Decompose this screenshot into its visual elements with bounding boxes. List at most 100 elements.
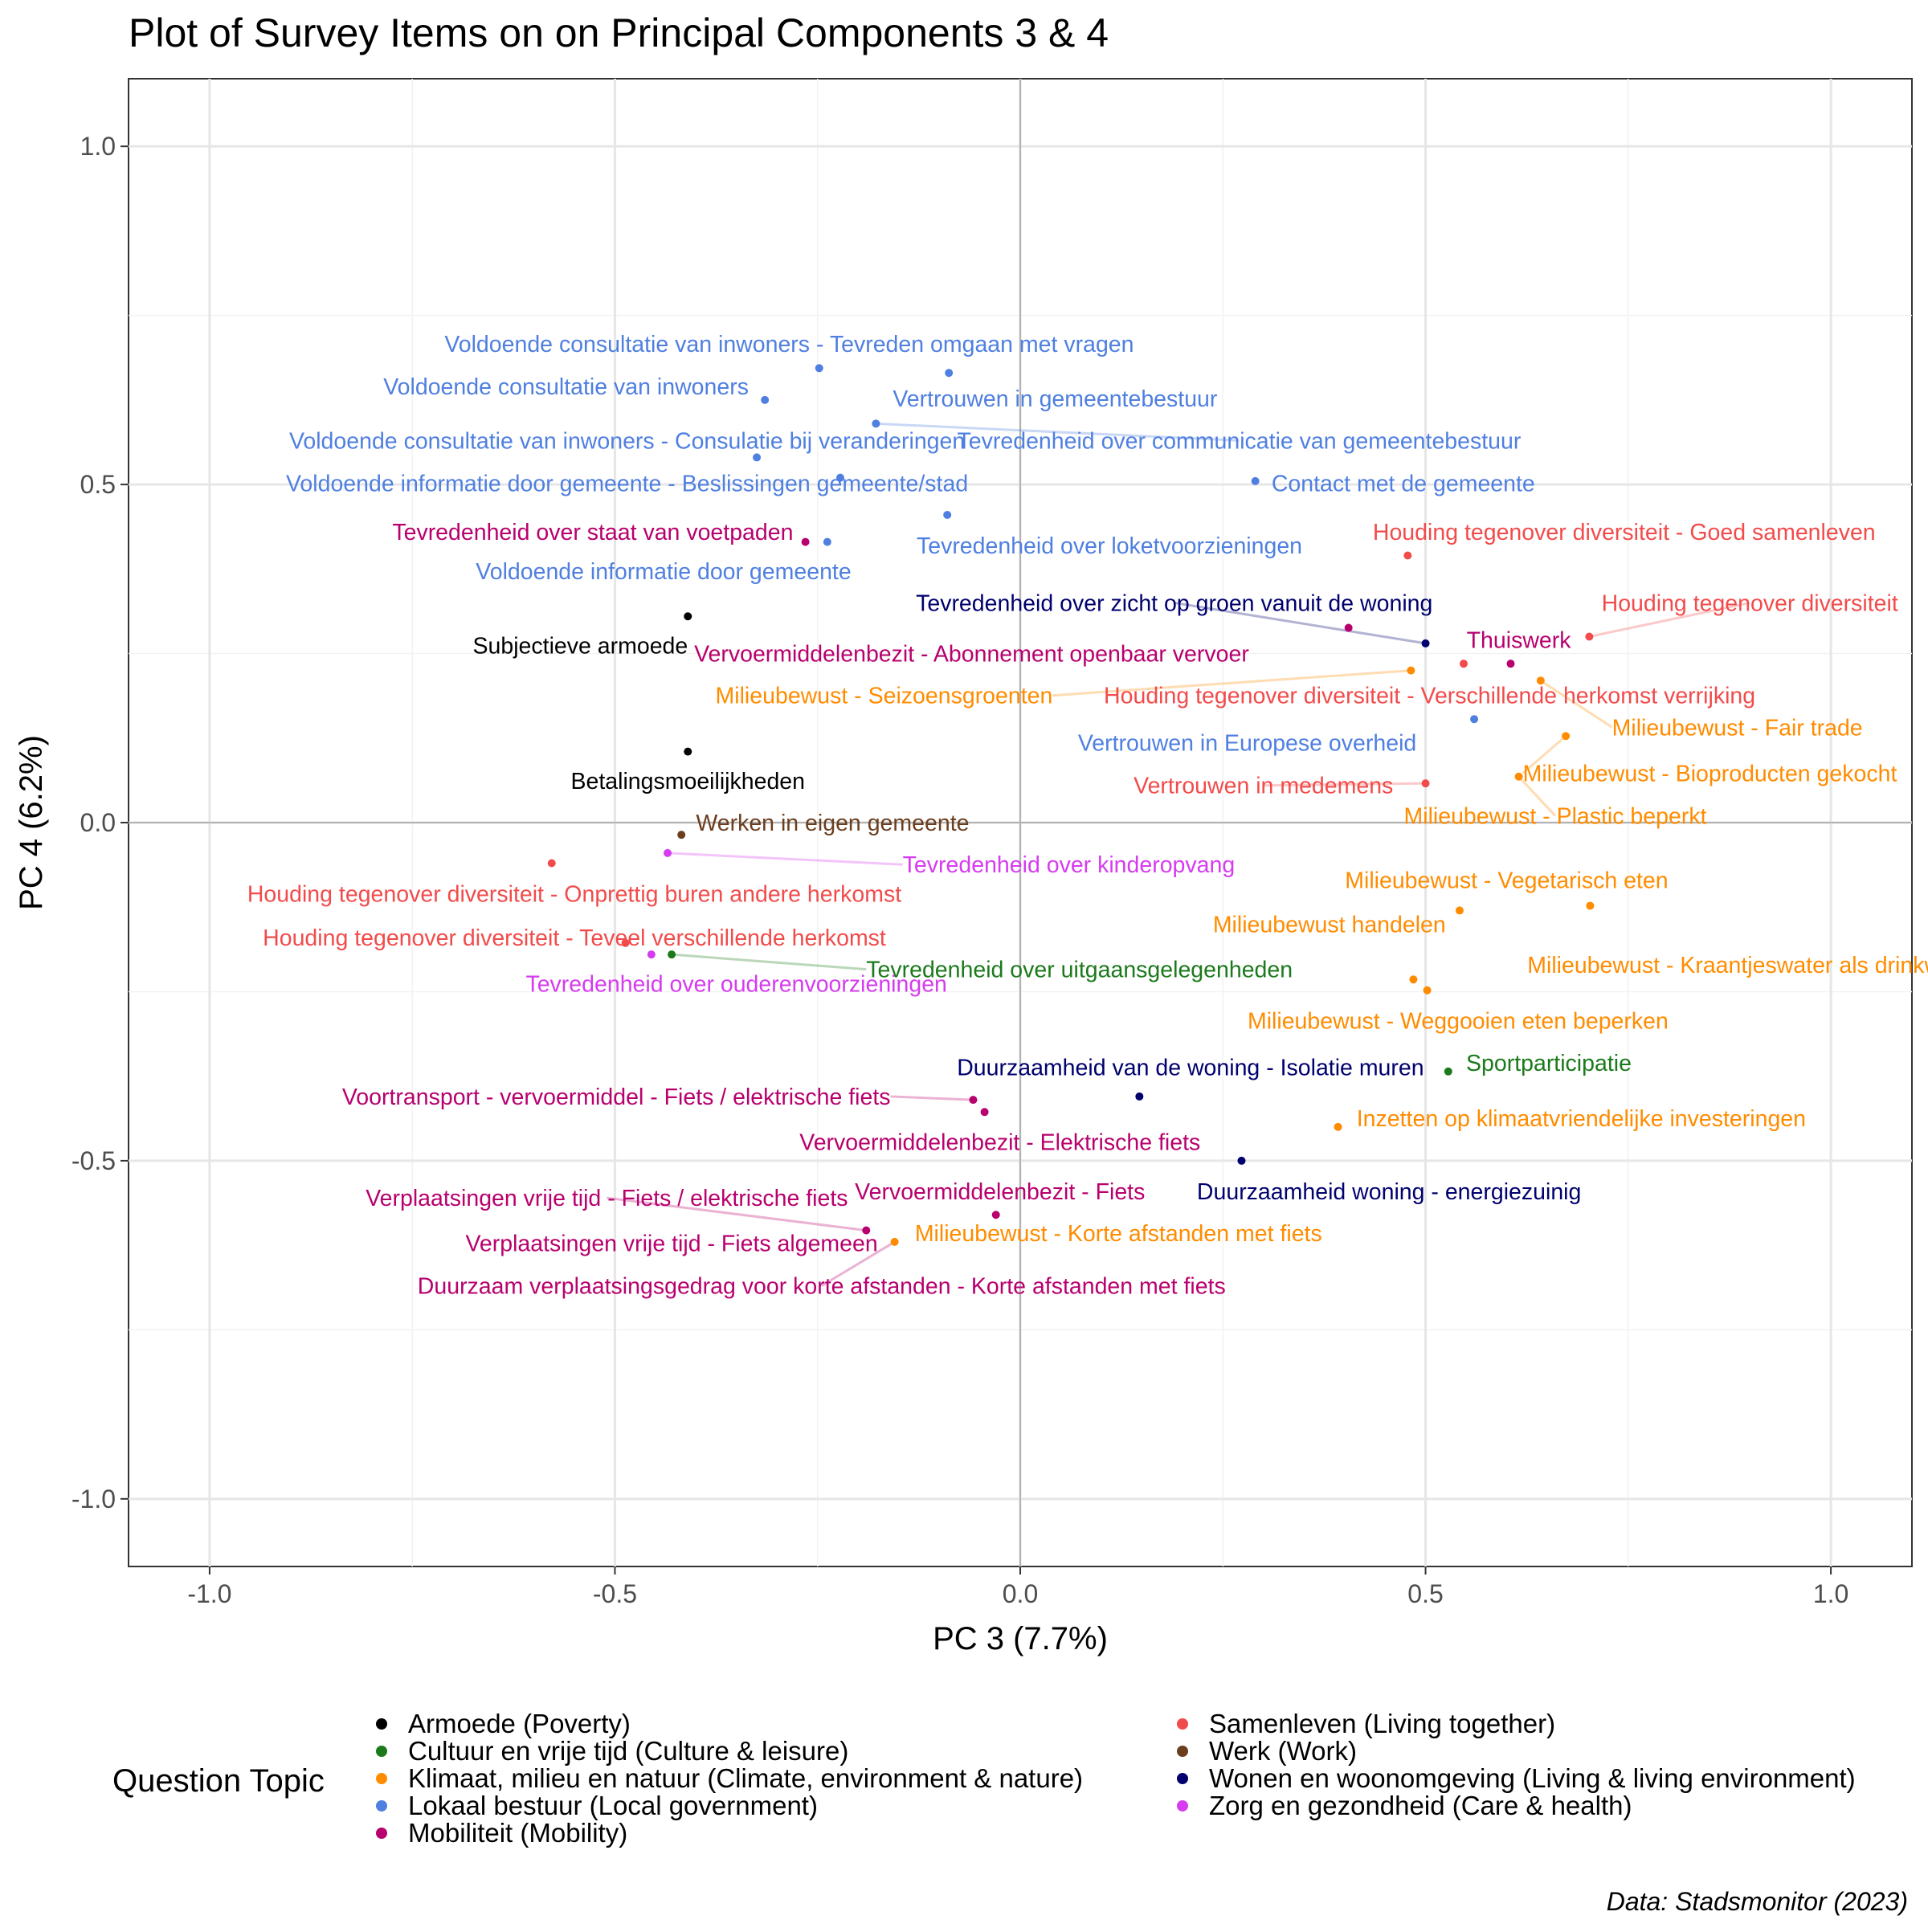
axes: -1.0 -0.5 0.0 0.5 1.0 1.0 0.5 0.0 -0.5 -1.0	[71, 79, 1912, 1608]
data-point	[1586, 901, 1595, 910]
point-label: Voldoende consultatie van inwoners	[383, 374, 749, 400]
data-point	[1407, 666, 1415, 675]
data-point	[969, 1096, 978, 1105]
label-leader-line	[1589, 601, 1750, 638]
data-point	[823, 537, 831, 546]
point-label: Milieubewust handelen	[1213, 912, 1446, 937]
data-point	[1562, 732, 1571, 741]
legend-key	[1177, 1800, 1188, 1812]
legend: Question Topic Armoede (Poverty)Cultuur …	[112, 1709, 1856, 1848]
data-point	[1237, 1156, 1246, 1165]
point-label: Milieubewust - Vegetarisch eten	[1345, 868, 1668, 894]
label-leader-line	[1052, 669, 1411, 697]
data-point	[1585, 632, 1594, 641]
point-label: Duurzaamheid woning - energiezuinig	[1197, 1179, 1581, 1205]
data-point	[890, 1237, 899, 1246]
point-label: Houding tegenover diversiteit - Onpretti…	[247, 881, 901, 907]
point-label: Tevredenheid over uitgaansgelegenheden	[866, 958, 1293, 983]
legend-label: Mobiliteit (Mobility)	[408, 1818, 627, 1848]
legend-title: Question Topic	[112, 1763, 325, 1799]
point-label: Inzetten op klimaatvriendelijke invester…	[1357, 1106, 1806, 1132]
point-label: Milieubewust - Bioproducten gekocht	[1523, 762, 1897, 787]
point-label: Verplaatsingen vrije tijd - Fiets algeme…	[465, 1231, 877, 1257]
point-label: Duurzaamheid van de woning - Isolatie mu…	[957, 1056, 1424, 1081]
data-point	[1459, 660, 1468, 668]
point-label: Tevredenheid over loketvoorzieningen	[917, 533, 1302, 559]
data-point	[664, 848, 672, 857]
y-tick-label: -0.5	[71, 1146, 116, 1175]
data-point	[753, 453, 762, 462]
data-point	[547, 859, 556, 868]
label-leader-line	[820, 1240, 896, 1287]
x-tick-label: -1.0	[187, 1579, 231, 1608]
data-point	[1536, 676, 1545, 685]
data-point	[1421, 779, 1430, 788]
y-tick-label: 1.0	[80, 132, 116, 161]
point-label: Sportparticipatie	[1466, 1051, 1632, 1076]
data-point	[1455, 906, 1464, 915]
data-point	[621, 938, 630, 947]
data-point	[991, 1211, 1000, 1219]
point-label: Tevredenheid over zicht op groen vanuit …	[916, 590, 1432, 616]
label-leader-line	[1522, 735, 1567, 774]
data-point	[945, 369, 954, 378]
label-leader-line	[1517, 775, 1557, 817]
legend-key	[1177, 1746, 1188, 1757]
point-label: Vertrouwen in medemens	[1134, 774, 1393, 799]
x-axis-title: PC 3 (7.7%)	[933, 1621, 1108, 1656]
point-label: Tevredenheid over ouderenvoorzieningen	[525, 971, 946, 997]
point-label: Milieubewust - Weggooien eten beperken	[1248, 1009, 1669, 1035]
point-label: Vertrouwen in Europese overheid	[1078, 731, 1416, 757]
point-label: Betalingsmoeilijkheden	[571, 769, 806, 794]
point-label: Voortransport - vervoermiddel - Fiets / …	[342, 1084, 891, 1110]
legend-label: Samenleven (Living together)	[1209, 1709, 1555, 1738]
legend-key	[376, 1773, 387, 1784]
point-label: Houding tegenover diversiteit - Verschil…	[1104, 684, 1755, 709]
legend-label: Zorg en gezondheid (Care & health)	[1209, 1791, 1632, 1820]
legend-label: Klimaat, milieu en natuur (Climate, envi…	[408, 1763, 1083, 1793]
data-point	[1344, 623, 1353, 632]
point-label: Milieubewust - Korte afstanden met fiets	[915, 1221, 1322, 1247]
point-label: Voldoende informatie door gemeente	[476, 559, 851, 585]
label-leader-line	[890, 1095, 974, 1101]
data-point	[668, 950, 676, 959]
point-label: Milieubewust - Seizoensgroenten	[716, 684, 1053, 709]
data-point	[684, 612, 692, 621]
legend-label: Armoede (Poverty)	[408, 1709, 631, 1738]
point-label: Tevredenheid over staat van voetpaden	[392, 520, 793, 545]
point-label: Milieubewust - Fair trade	[1612, 715, 1863, 741]
data-points	[547, 364, 1595, 1246]
data-point	[862, 1226, 871, 1235]
label-leader-line	[607, 1196, 867, 1232]
label-leader-lines	[607, 422, 1750, 1287]
data-point	[801, 537, 810, 546]
point-label: Voldoende informatie door gemeente - Bes…	[286, 471, 968, 496]
chart-title: Plot of Survey Items on on Principal Com…	[129, 10, 1109, 55]
point-label: Tevredenheid over communicatie van gemee…	[958, 428, 1522, 454]
legend-key	[1177, 1773, 1188, 1784]
x-tick-label: 0.0	[1003, 1579, 1038, 1608]
data-point	[1514, 772, 1523, 781]
legend-label: Cultuur en vrije tijd (Culture & leisure…	[408, 1736, 848, 1766]
point-label: Houding tegenover diversiteit - Teveel v…	[263, 925, 886, 951]
point-label: Verplaatsingen vrije tijd - Fiets / elek…	[366, 1186, 848, 1211]
data-point	[1251, 476, 1260, 485]
point-label: Vervoermiddelenbezit - Abonnement openba…	[694, 642, 1249, 668]
data-point	[980, 1108, 989, 1117]
data-point	[1444, 1067, 1452, 1076]
legend-key	[376, 1718, 387, 1730]
point-label: Contact met de gemeente	[1272, 471, 1535, 496]
point-labels: Subjectieve armoede Betalingsmoeilijkhede…	[247, 332, 1928, 1300]
data-point	[1421, 639, 1430, 647]
legend-key	[1177, 1718, 1188, 1730]
legend-key	[376, 1828, 387, 1839]
y-tick-label: -1.0	[71, 1485, 116, 1513]
data-point	[1409, 975, 1418, 984]
y-axis-title: PC 4 (6.2%)	[14, 735, 49, 910]
point-label: Werken in eigen gemeente	[696, 811, 969, 836]
data-point	[1506, 660, 1515, 668]
data-point	[943, 510, 952, 519]
point-label: Vervoermiddelenbezit - Fiets	[855, 1179, 1145, 1205]
